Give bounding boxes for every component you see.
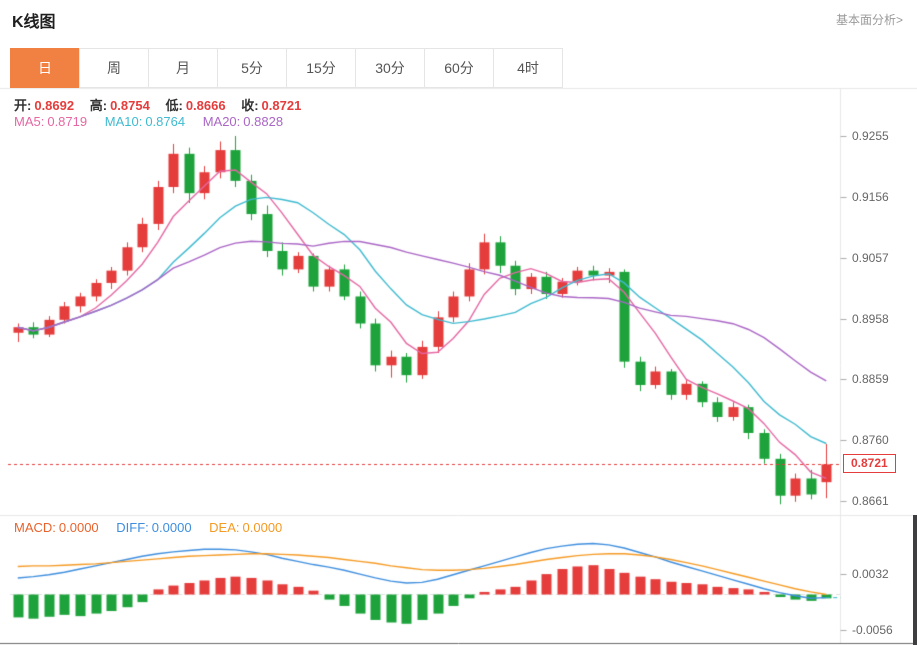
- tab-5分[interactable]: 5分: [217, 48, 287, 88]
- period-tabs: 日周月 5分 15分 30分 60分 4时: [10, 48, 563, 88]
- tab-30分[interactable]: 30分: [355, 48, 425, 88]
- scrollbar[interactable]: [913, 515, 917, 645]
- tab-月[interactable]: 月: [148, 48, 218, 88]
- high-label: 高:: [89, 98, 108, 113]
- close-value: 0.8721: [261, 98, 302, 113]
- diff-legend-item: DIFF: 0.0000: [116, 520, 192, 535]
- ohlc-legend: 开: 0.8692 高: 0.8754 低: 0.8666 收: 0.8721: [14, 95, 313, 114]
- tab-日[interactable]: 日: [10, 48, 80, 88]
- ma5-legend-item: MA5: 0.8719: [14, 114, 88, 129]
- open-value: 0.8692: [34, 98, 75, 113]
- dea-legend-item: DEA: 0.0000: [209, 520, 283, 535]
- last-price-tag: 0.8721: [843, 454, 896, 474]
- tab-4时[interactable]: 4时: [493, 48, 563, 88]
- low-label: 低:: [165, 98, 183, 113]
- tab-周[interactable]: 周: [79, 48, 149, 88]
- ma20-legend-item: MA20: 0.8828: [202, 114, 284, 129]
- open-label: 开:: [14, 98, 32, 113]
- ma10-legend-item: MA10: 0.8764: [104, 114, 186, 129]
- low-value: 0.8666: [185, 98, 226, 113]
- high-value: 0.8754: [110, 98, 150, 113]
- macd-legend: MACD: 0.0000 DIFF: 0.0000 DEA: 0.0000: [14, 520, 296, 535]
- close-label: 收:: [241, 98, 259, 113]
- tab-60分[interactable]: 60分: [424, 48, 494, 88]
- ma-legend: MA5: 0.8719 MA10: 0.8764 MA20: 0.8828: [14, 114, 297, 129]
- macd-legend-item: MACD: 0.0000: [14, 520, 99, 535]
- tab-15分[interactable]: 15分: [286, 48, 356, 88]
